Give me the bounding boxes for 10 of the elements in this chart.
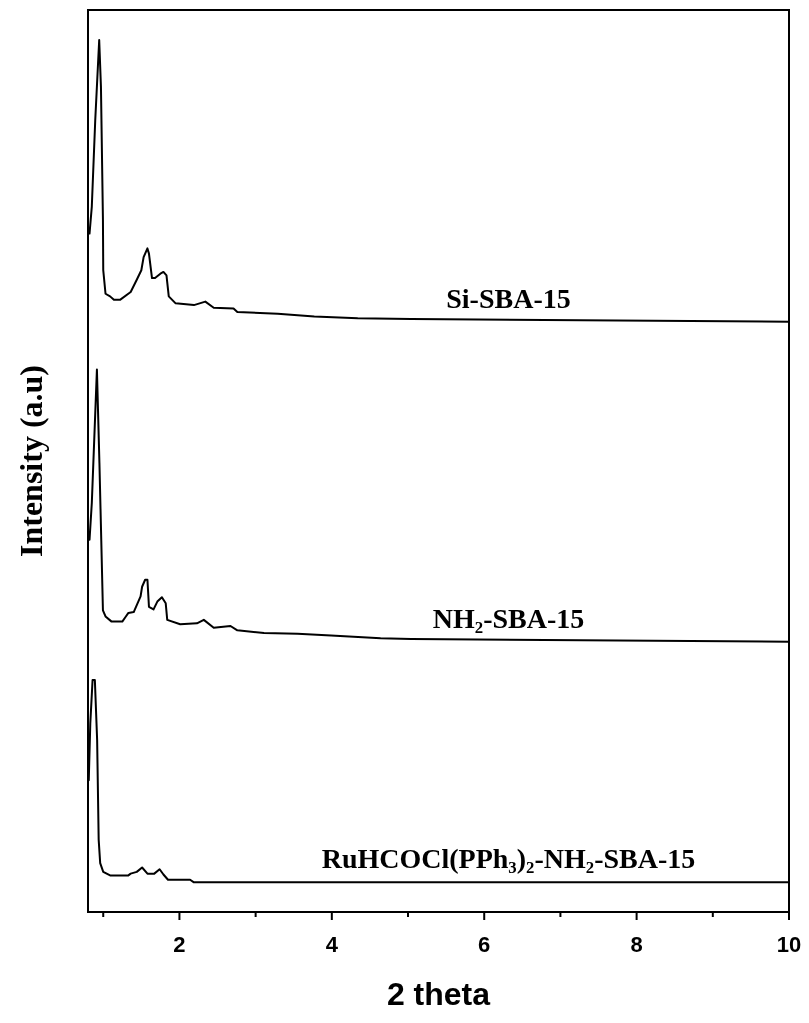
x-tick-label: 6 — [478, 932, 491, 957]
x-tick-label: 8 — [630, 932, 643, 957]
x-tick-label: 2 — [173, 932, 186, 957]
series-label: NH$_{2}$-SBA-15 — [432, 602, 585, 637]
x-axis-title: 2 theta — [386, 976, 491, 1012]
series-label: Si-SBA-15 — [446, 282, 571, 314]
x-tick-label: 10 — [776, 932, 802, 957]
y-axis-title: Intensity (a.u) — [13, 364, 49, 558]
x-tick-label: 4 — [325, 932, 339, 957]
series-label: RuHCOCl(PPh$_{3}$)$_{2}$-NH$_{2}$-SBA-15 — [321, 843, 696, 878]
